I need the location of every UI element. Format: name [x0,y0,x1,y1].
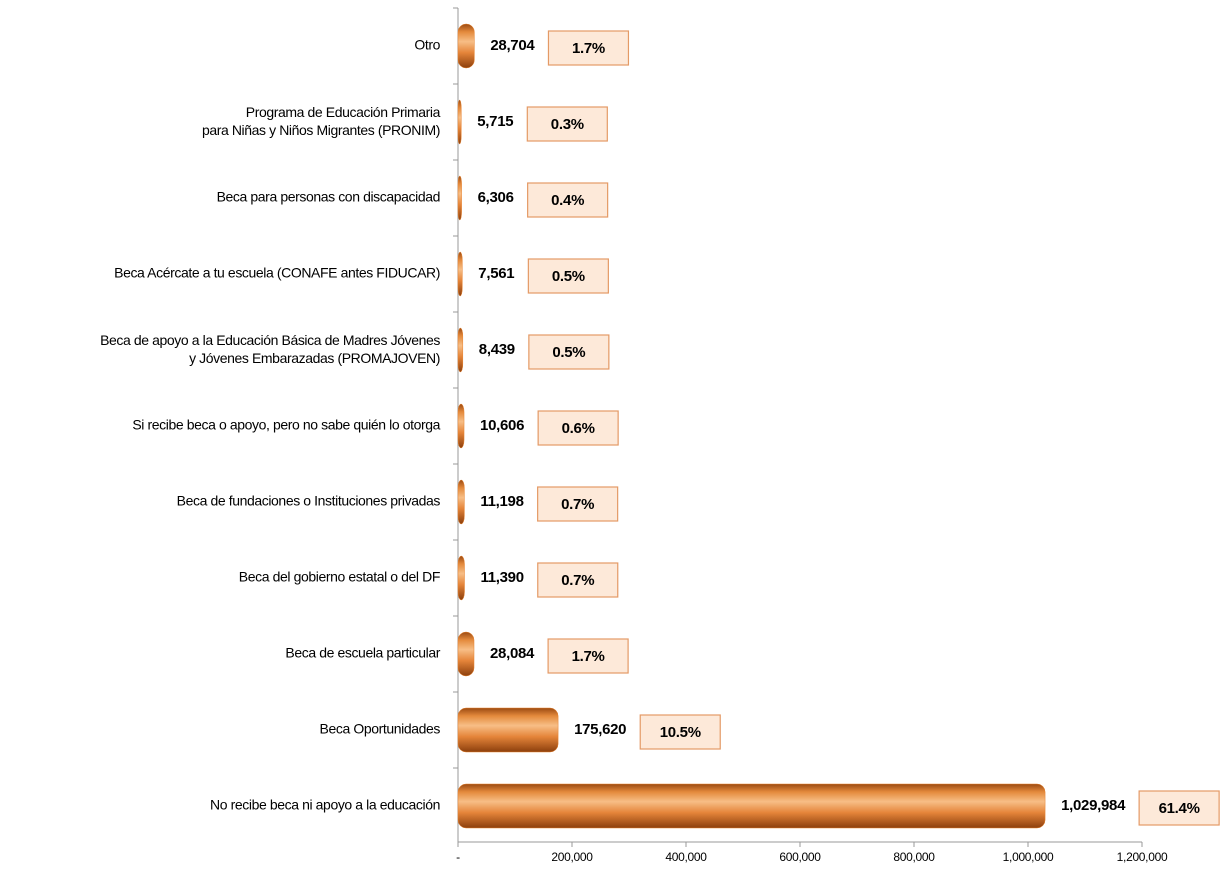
value-label: 11,198 [480,493,523,510]
y-tick-label: Si recibe beca o apoyo, pero no sabe qui… [132,417,440,433]
x-tick-label: - [456,850,460,864]
bar [457,23,475,69]
y-tick-label: Beca de apoyo a la Educación Básica de M… [100,332,440,366]
y-tick-label: Beca de fundaciones o Instituciones priv… [177,493,441,509]
share-label: 10.5% [660,724,701,741]
y-tick-label: Beca Acércate a tu escuela (CONAFE antes… [114,265,440,281]
share-box [537,562,619,598]
share-box [1138,790,1220,826]
share-label: 0.6% [562,420,595,437]
bar [457,327,464,373]
share-box [547,30,630,66]
share-label: 1.7% [572,648,605,665]
share-label: 0.3% [551,116,584,133]
x-tick-label: 200,000 [551,850,593,864]
share-box [547,638,629,674]
x-tick-label: 800,000 [893,850,935,864]
x-tick-label: 1,200,000 [1117,850,1168,864]
value-label: 7,561 [478,265,514,282]
value-label: 1,029,984 [1061,797,1126,814]
value-label: 8,439 [479,341,515,358]
bar [457,707,559,753]
share-label: 61.4% [1159,800,1200,817]
share-box [537,410,619,446]
bar [457,403,465,449]
share-label: 0.7% [561,572,594,589]
y-tick-label: Beca del gobierno estatal o del DF [239,569,440,585]
share-box [527,182,609,218]
value-label: 10,606 [480,417,524,434]
y-tick-label: Otro [414,37,440,53]
x-tick-label: 1,000,000 [1003,850,1054,864]
share-label: 1.7% [572,40,605,57]
value-label: 28,704 [490,37,535,54]
share-label: 0.5% [552,344,585,361]
y-tick-label: Beca Oportunidades [320,721,441,737]
share-label: 0.5% [552,268,585,285]
bar [457,99,462,145]
y-tick-label: Programa de Educación Primaria para Niñas… [202,104,441,138]
value-label: 6,306 [478,189,514,206]
share-label: 0.7% [561,496,594,513]
share-box [526,106,608,142]
y-tick-label: Beca para personas con discapacidad [217,189,440,205]
bar [457,783,1046,829]
share-box [639,714,721,750]
bar [457,251,463,297]
bar [457,175,462,221]
bar [457,555,465,601]
share-label: 0.4% [551,192,584,209]
x-tick-label: 400,000 [665,850,707,864]
share-box [528,334,610,370]
value-label: 175,620 [574,721,626,738]
bar [457,631,475,677]
value-label: 5,715 [477,113,513,130]
y-tick-label: No recibe beca ni apoyo a la educación [210,797,440,813]
bar [457,479,465,525]
value-label: 11,390 [480,569,523,586]
y-tick-label: Beca de escuela particular [285,645,440,661]
share-box [537,486,619,522]
x-tick-label: 600,000 [779,850,821,864]
value-label: 28,084 [490,645,535,662]
share-box [527,258,609,294]
